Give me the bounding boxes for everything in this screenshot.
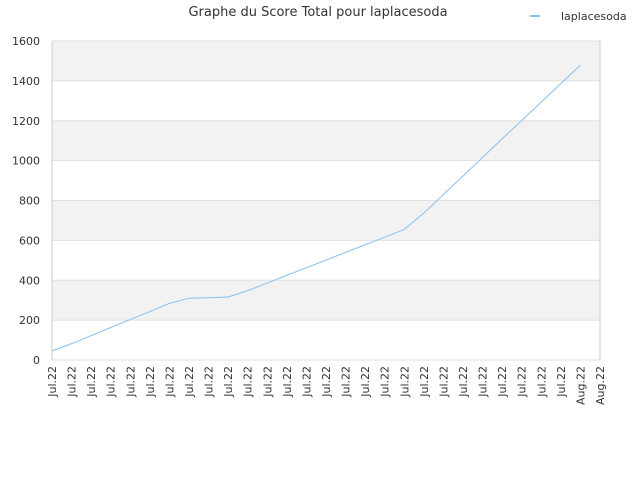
x-tick-label: Jul.22 [320,366,333,398]
y-tick-label: 1000 [12,155,40,168]
x-tick-label: Jul.22 [203,366,216,398]
x-tick-label: Jul.22 [163,366,176,398]
x-tick-label: Jul.22 [359,366,372,398]
band [52,200,600,241]
y-tick-label: 0 [33,354,40,367]
y-tick-label: 600 [19,234,40,247]
x-tick-label: Aug.22 [594,366,607,405]
x-tick-label: Aug.22 [574,366,587,405]
x-tick-label: Jul.22 [555,366,568,398]
x-tick-label: Jul.22 [281,366,294,398]
band [52,41,600,81]
x-tick-label: Jul.22 [340,366,353,398]
band [52,120,600,161]
x-tick-label: Jul.22 [261,366,274,398]
y-tick-label: 1200 [12,115,40,128]
x-tick-label: Jul.22 [496,366,509,398]
x-tick-label: Jul.22 [105,366,118,398]
x-tick-label: Jul.22 [124,366,137,398]
x-tick-label: Jul.22 [437,366,450,398]
y-tick-label: 1600 [12,35,40,48]
x-tick-label: Jul.22 [222,366,235,398]
y-tick-label: 200 [19,314,40,327]
x-tick-label: Jul.22 [535,366,548,398]
x-tick-label: Jul.22 [85,366,98,398]
x-tick-label: Jul.22 [457,366,470,398]
y-tick-label: 800 [19,195,40,208]
y-tick-label: 1400 [12,75,40,88]
x-tick-label: Jul.22 [477,366,490,398]
x-tick-label: Jul.22 [516,366,529,398]
x-tick-label: Jul.22 [300,366,313,398]
x-tick-label: Jul.22 [183,366,196,398]
x-tick-label: Jul.22 [144,366,157,398]
y-tick-label: 400 [19,274,40,287]
band [52,280,600,321]
x-tick-label: Jul.22 [379,366,392,398]
x-tick-label: Jul.22 [418,366,431,398]
x-tick-label: Jul.22 [398,366,411,398]
series-line [51,64,581,352]
chart-title: Graphe du Score Total pour laplacesoda [188,5,447,20]
x-tick-label: Jul.22 [66,366,79,398]
legend-label: laplacesoda [561,10,627,23]
x-tick-label: Jul.22 [46,366,59,398]
x-tick-label: Jul.22 [242,366,255,398]
